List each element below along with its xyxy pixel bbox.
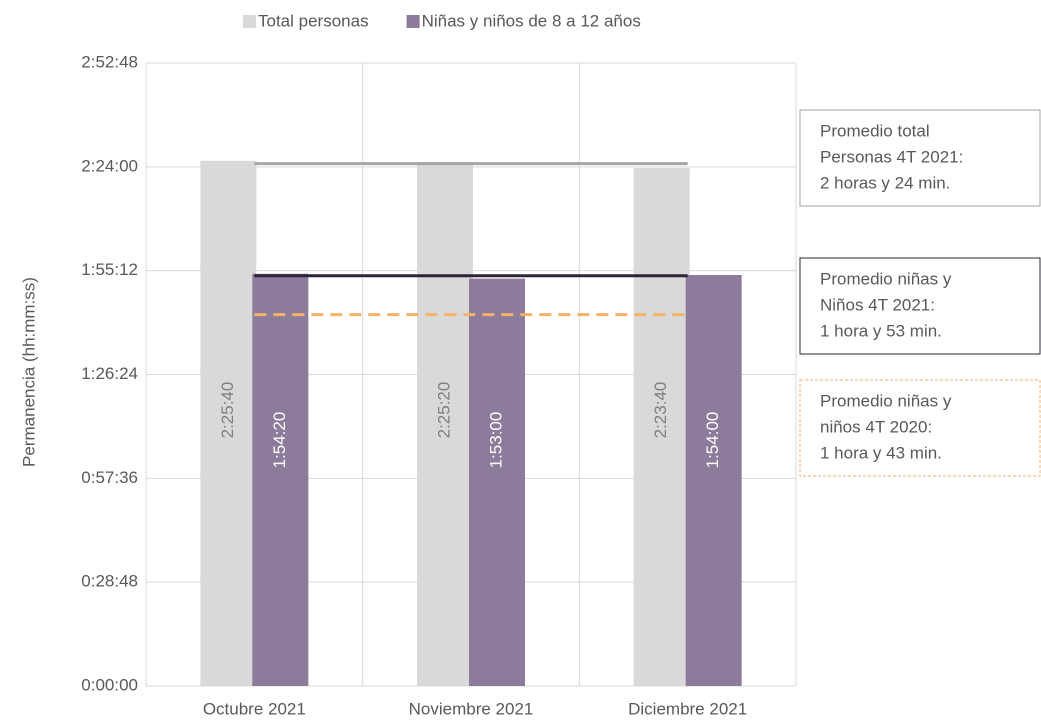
y-tick-label: 1:55:12 <box>81 260 138 279</box>
annotation-text: Promedio total <box>820 121 930 140</box>
x-tick-label: Noviembre 2021 <box>409 699 534 718</box>
legend-label: Total personas <box>258 11 369 30</box>
data-label: 1:54:00 <box>703 412 722 469</box>
annotation-text: Niños 4T 2021: <box>820 295 935 314</box>
annotation-box <box>799 257 1041 355</box>
data-label: 2:25:20 <box>434 382 453 439</box>
annotation-box <box>799 379 1041 477</box>
annotation-text: 2 horas y 24 min. <box>820 173 950 192</box>
annotation-text: Personas 4T 2021: <box>820 147 963 166</box>
annotation-text: 1 hora y 43 min. <box>820 443 942 462</box>
y-tick-label: 1:26:24 <box>81 364 138 383</box>
legend-swatch <box>406 15 420 28</box>
bar <box>252 273 309 686</box>
x-tick-label: Octubre 2021 <box>203 699 306 718</box>
annotation-text: 1 hora y 53 min. <box>820 321 942 340</box>
y-axis-title: Permanencia (hh:mm:ss) <box>19 277 38 467</box>
data-label: 1:54:20 <box>270 412 289 469</box>
bar <box>469 278 525 686</box>
annotation-text: Promedio niñas y <box>820 269 952 288</box>
annotation-text: Promedio niñas y <box>820 391 952 410</box>
data-label: 2:23:40 <box>651 382 670 439</box>
annotation-text: niños 4T 2020: <box>820 417 932 436</box>
data-label: 2:25:40 <box>218 382 237 439</box>
bar <box>633 168 690 687</box>
annotation-box <box>799 109 1041 207</box>
y-tick-label: 2:52:48 <box>81 52 138 71</box>
legend-label: Niñas y niños de 8 a 12 años <box>422 11 641 30</box>
legend-swatch <box>243 15 256 28</box>
data-label: 1:53:00 <box>486 412 505 469</box>
x-tick-label: Diciembre 2021 <box>628 699 747 718</box>
bar <box>417 162 473 686</box>
y-tick-label: 2:24:00 <box>81 156 138 175</box>
y-tick-label: 0:57:36 <box>81 468 138 487</box>
bar <box>685 274 742 686</box>
y-tick-label: 0:28:48 <box>81 572 138 591</box>
y-tick-label: 0:00:00 <box>81 675 138 694</box>
bar <box>200 160 257 686</box>
